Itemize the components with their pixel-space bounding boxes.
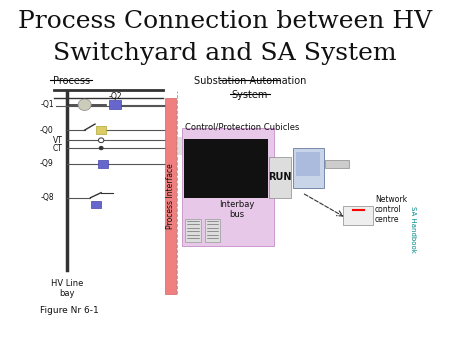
FancyBboxPatch shape — [184, 139, 226, 198]
Circle shape — [99, 146, 103, 150]
FancyBboxPatch shape — [205, 219, 220, 242]
Text: -Q2: -Q2 — [108, 92, 122, 101]
Text: VT: VT — [53, 136, 63, 145]
Text: CT: CT — [53, 144, 63, 152]
Text: System: System — [232, 90, 268, 100]
FancyBboxPatch shape — [166, 98, 176, 294]
Text: Figure Nr 6-1: Figure Nr 6-1 — [40, 306, 99, 315]
FancyBboxPatch shape — [98, 160, 108, 168]
FancyBboxPatch shape — [176, 137, 184, 155]
Text: -Q8: -Q8 — [40, 193, 54, 202]
FancyBboxPatch shape — [182, 128, 274, 246]
FancyBboxPatch shape — [226, 139, 268, 198]
Text: SA Handbook: SA Handbook — [410, 207, 416, 253]
FancyBboxPatch shape — [91, 201, 101, 208]
Text: Network
control
centre: Network control centre — [375, 195, 407, 224]
FancyBboxPatch shape — [109, 100, 121, 109]
Text: Process: Process — [53, 76, 90, 86]
FancyBboxPatch shape — [293, 148, 324, 188]
Text: -Q0: -Q0 — [40, 126, 54, 135]
Text: Process Interface: Process Interface — [166, 163, 175, 229]
Text: Interbay
bus: Interbay bus — [219, 200, 254, 219]
Text: Substation Automation: Substation Automation — [194, 76, 306, 86]
Circle shape — [78, 99, 91, 111]
Text: -Q9: -Q9 — [40, 160, 54, 168]
Text: RUN: RUN — [268, 172, 292, 183]
Text: Control/Protection Cubicles: Control/Protection Cubicles — [184, 122, 299, 131]
Text: Switchyard and SA System: Switchyard and SA System — [53, 42, 397, 65]
FancyBboxPatch shape — [185, 219, 201, 242]
FancyBboxPatch shape — [343, 206, 373, 225]
FancyBboxPatch shape — [325, 160, 349, 168]
FancyBboxPatch shape — [96, 126, 106, 134]
Text: -Q1: -Q1 — [40, 100, 54, 109]
Text: HV Line
bay: HV Line bay — [51, 279, 84, 298]
Text: Process Connection between HV: Process Connection between HV — [18, 10, 432, 33]
Circle shape — [99, 138, 104, 143]
FancyBboxPatch shape — [269, 157, 291, 198]
FancyBboxPatch shape — [296, 152, 320, 176]
